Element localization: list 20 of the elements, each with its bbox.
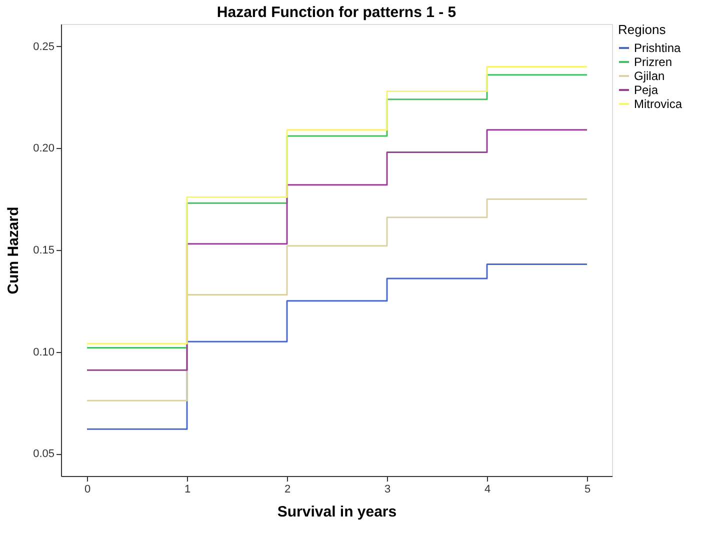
x-tick-label: 3 <box>384 484 391 496</box>
legend-label: Prishtina <box>634 41 682 55</box>
legend-label: Gjilan <box>634 69 665 83</box>
y-tick-label: 0.20 <box>33 142 54 155</box>
chart-title: Hazard Function for patterns 1 - 5 <box>216 4 456 21</box>
legend-title: Regions <box>618 22 666 37</box>
y-axis-title: Cum Hazard <box>5 206 22 294</box>
y-tick-label: 0.10 <box>33 346 54 358</box>
y-tick-label: 0.05 <box>33 448 54 460</box>
legend-label: Prizren <box>634 55 672 69</box>
x-tick-label: 5 <box>584 484 591 496</box>
legend-label: Peja <box>634 83 658 97</box>
x-tick-label: 2 <box>284 484 291 496</box>
x-tick-label: 0 <box>84 484 91 496</box>
y-tick-label: 0.15 <box>33 244 54 256</box>
x-tick-label: 4 <box>484 484 491 496</box>
legend-label: Mitrovica <box>634 97 682 111</box>
y-tick-label: 0.25 <box>33 40 54 53</box>
x-tick-label: 1 <box>184 484 191 496</box>
x-axis-title: Survival in years <box>277 504 397 520</box>
